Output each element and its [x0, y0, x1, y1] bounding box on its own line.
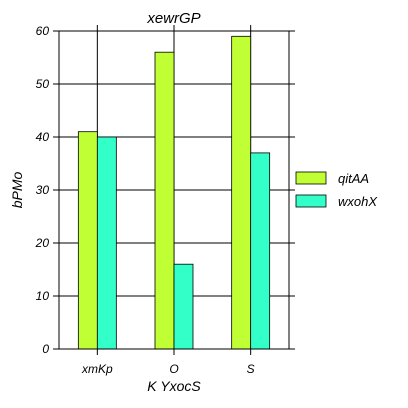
y-tick-label: 40	[36, 130, 50, 144]
axis-ticks: 0 10 20 30 40 50 60 xmKp O S	[35, 24, 295, 376]
legend-swatch-wxohX	[295, 194, 327, 208]
legend-swatch-qitAA	[295, 171, 327, 185]
bar-qitAA-S	[231, 35, 252, 350]
bar-qitAA-xmKp	[77, 131, 98, 350]
x-tick-label: O	[169, 362, 178, 376]
x-tick-label: xmKp	[81, 362, 113, 376]
bar-qitAA-O	[154, 51, 175, 350]
y-tick-label: 20	[35, 236, 50, 250]
chart-title: xewrGP	[146, 10, 200, 27]
y-tick-label: 10	[36, 289, 50, 303]
y-tick-label: 30	[36, 183, 50, 197]
y-tick-label: 0	[42, 342, 49, 356]
y-axis-label: bPMo	[9, 172, 25, 209]
legend: qitAA wxohX	[295, 171, 378, 209]
y-tick-label: 60	[36, 24, 50, 38]
legend-label-qitAA: qitAA	[338, 171, 369, 186]
bar-wxohX-xmKp	[96, 136, 117, 350]
x-axis-label: K YxocS	[147, 378, 201, 394]
legend-label-wxohX: wxohX	[338, 194, 378, 209]
bar-wxohX-O	[173, 263, 194, 350]
y-tick-label: 50	[36, 77, 50, 91]
bar-wxohX-S	[250, 152, 271, 350]
x-tick-label: S	[247, 362, 255, 376]
